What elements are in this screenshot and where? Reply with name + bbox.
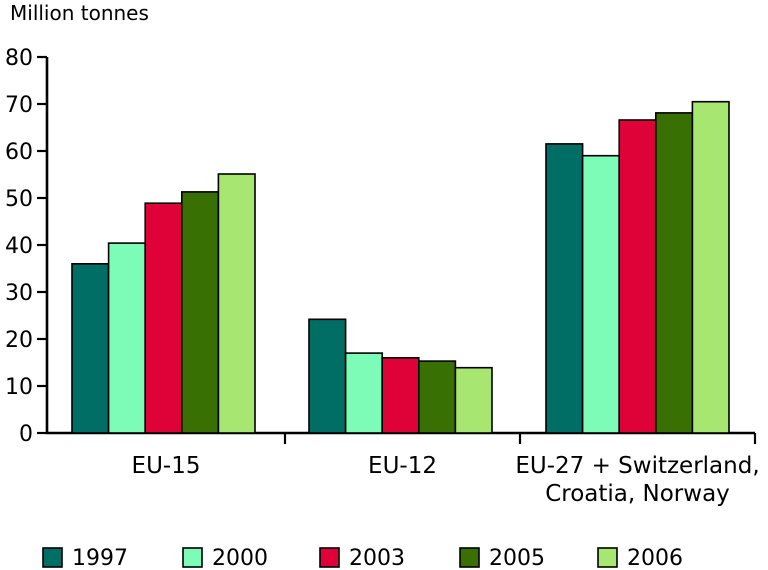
bar-group-eu-27-switzerland [545, 100, 730, 434]
y-axis-title: Million tonnes [10, 1, 149, 25]
y-tick-label: 10 [5, 375, 33, 400]
y-tick-label: 80 [5, 46, 33, 71]
bar-group-eu-15 [71, 173, 256, 434]
y-tick-label: 30 [5, 281, 33, 306]
legend-item-2005: 2005 [459, 546, 545, 570]
y-tick-label: 40 [5, 234, 33, 259]
bar-1997-eu-27-switzerland [545, 143, 584, 434]
bar-2005-eu-27-switzerland [654, 112, 694, 434]
bar-2003-eu-27-switzerland [618, 119, 657, 434]
y-tick-label: 60 [5, 140, 33, 165]
bar-2005-eu-15 [181, 191, 220, 434]
bar-1997-eu-15 [71, 262, 110, 434]
legend-label-2003: 2003 [349, 546, 405, 570]
bar-2006-eu-15 [217, 173, 256, 434]
bar-groups [71, 100, 730, 434]
bar-2000-eu-12 [344, 352, 384, 434]
bar-group-eu-12 [308, 318, 493, 434]
legend-swatch-2000 [182, 547, 203, 568]
legend-swatch-1997 [42, 547, 63, 568]
legend-item-2006: 2006 [597, 546, 683, 570]
bar-2005-eu-12 [417, 360, 457, 434]
x-axis-ticks [283, 433, 757, 444]
legend-swatch-2005 [459, 547, 480, 568]
legend-label-2005: 2005 [489, 546, 545, 570]
y-tick-label: 20 [5, 328, 33, 353]
y-tick-label: 50 [5, 187, 33, 212]
bar-2003-eu-15 [144, 202, 183, 434]
legend-swatch-2006 [597, 547, 618, 568]
legend-swatch-2003 [319, 547, 340, 568]
legend-item-2003: 2003 [319, 546, 405, 570]
legend-label-2006: 2006 [627, 546, 683, 570]
bar-1997-eu-12 [308, 318, 347, 434]
y-axis-ticks: 0 10 20 30 40 50 60 70 80 [5, 46, 47, 447]
bar-2000-eu-27-switzerland [581, 154, 620, 434]
y-tick-label: 70 [5, 93, 33, 118]
legend-item-1997: 1997 [42, 546, 128, 570]
legend-label-2000: 2000 [212, 546, 268, 570]
bar-2000-eu-15 [107, 242, 146, 434]
bar-2003-eu-12 [381, 356, 420, 434]
legend-label-1997: 1997 [72, 546, 128, 570]
category-label-eu-15: EU-15 [132, 453, 201, 479]
category-labels: EU-15 EU-12 EU-27 + Switzerland,Croatia, N… [132, 453, 760, 507]
legend: 1997 2000 2003 2005 2006 [42, 546, 683, 570]
y-tick-label: 0 [19, 422, 33, 447]
bar-2006-eu-12 [454, 366, 493, 434]
category-label-eu-27-switzerland: Croatia, Norway [545, 481, 730, 507]
bar-2006-eu-27-switzerland [691, 100, 730, 434]
category-label-eu-27-switzerland: EU-27 + Switzerland, [515, 453, 759, 479]
category-label-eu-12: EU-12 [368, 453, 437, 479]
legend-item-2000: 2000 [182, 546, 268, 570]
